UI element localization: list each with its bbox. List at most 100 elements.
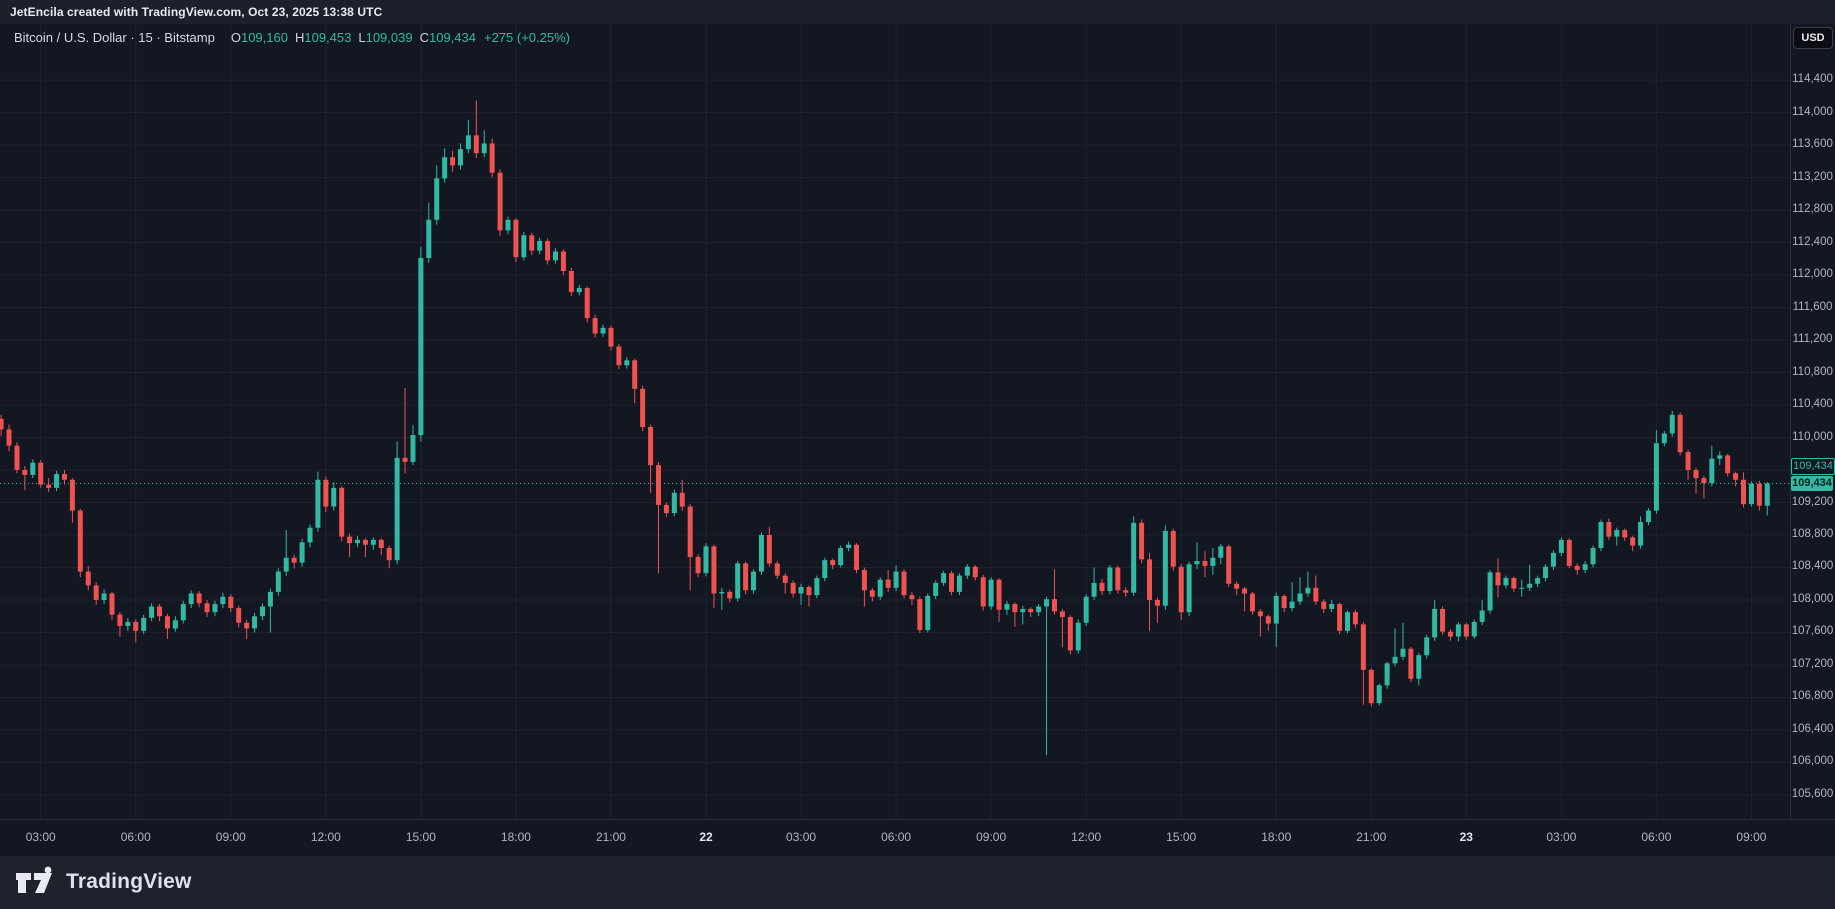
candle-body [655,465,661,505]
candle-body [687,506,693,557]
candle-body [1289,601,1295,609]
candle-body [402,457,408,462]
candle-body [616,346,622,366]
candle-body [814,578,820,596]
time-tick-label: 03:00 [786,830,817,844]
candle-body [1368,669,1374,704]
candle-body [1447,631,1453,637]
time-tick-label: 06:00 [120,830,151,844]
candle-body [988,579,994,607]
candle-body [1440,608,1446,632]
candle-body [1004,604,1010,610]
candle-body [1249,593,1255,612]
candle-body [1479,610,1485,622]
price-tick-label: 108,000 [1791,592,1834,605]
candle-body [1400,648,1406,657]
time-axis[interactable]: 03:00 06:00 09:00 12:00 15:00 18:00 21:00 22 03:… [0,819,1835,856]
candle-body [1012,604,1018,613]
ohlc-value: 109,434 [428,29,476,45]
symbol-title[interactable]: Bitcoin / U.S. Dollar · 15 · Bitstamp [14,29,215,45]
candle-body [339,487,345,537]
candle-body [473,135,479,154]
time-tick-label: 09:00 [1736,830,1767,844]
candle-body [1653,443,1659,511]
price-tick-label: 108,800 [1791,528,1834,540]
candlestick-plot[interactable] [0,24,1790,819]
price-tick-label: 112,800 [1792,203,1833,216]
candle-body [1408,648,1414,679]
candle-body [1091,582,1097,597]
candle-body [497,172,503,231]
candle-body [743,563,749,591]
candle-body [1123,590,1129,593]
candle-body [1614,530,1620,537]
candle-body [291,557,297,563]
candle-body [1582,564,1588,570]
price-tick-label: 112,400 [1792,235,1833,248]
candle-body [1044,599,1050,607]
candle-body [1756,483,1762,506]
candle-body [465,135,471,150]
candle-body [101,593,107,600]
candle-body [505,219,511,231]
candle-body [1693,470,1699,479]
time-tick-label: 09:00 [215,830,246,844]
candle-body [1020,608,1026,613]
candle-body [1566,539,1572,566]
candle-body [283,557,289,572]
candle-body [608,327,614,347]
ohlc-key: L [358,29,366,45]
candle-body [1638,522,1644,546]
candle-body [537,240,543,251]
candle-body [1535,578,1541,584]
candle-body [410,435,416,462]
price-tick-label: 113,200 [1792,170,1833,183]
candle-body [1709,458,1715,484]
candle-body [307,527,313,543]
candle-body [1463,624,1469,637]
candle-body [830,560,836,566]
candle-body [1511,578,1517,589]
candle-body [735,563,741,599]
candle-body [774,563,780,576]
candle-body [1107,567,1113,592]
price-axis[interactable]: 114,400 114,000 113,600 113,200 112,800 112,4… [1790,24,1835,819]
candle-body [1170,530,1176,567]
candle-body [362,539,368,545]
candle-body [846,544,852,549]
candle-body [663,504,669,514]
candle-body [69,479,75,511]
candle-body [1717,455,1723,459]
candle-body [1242,588,1248,594]
candle-body [93,585,99,600]
candle-body [513,219,519,258]
candle-body [719,591,725,594]
candle-body [1471,621,1477,637]
candle-body [600,327,606,334]
price-tick-label: 110,000 [1792,430,1833,443]
candle-body [751,571,757,591]
price-tick-label: 109,200 [1791,495,1834,508]
candle-body [1622,530,1628,538]
candle-body [624,360,630,366]
candle-body [545,240,551,261]
candle-body [1661,433,1667,444]
price-tick-label: 107,600 [1791,625,1834,638]
candle-body [1392,656,1398,664]
candle-body [244,622,250,629]
tradingview-logo-link[interactable]: TradingView [14,864,192,900]
currency-button[interactable]: USD [1793,27,1833,49]
candle-body [529,235,535,251]
tradingview-logo-icon [16,866,52,893]
candle-body [1036,606,1042,613]
candle-body [434,178,440,220]
candle-body [941,573,947,583]
time-tick-label: 15:00 [1166,830,1197,844]
candle-body [157,606,163,617]
candle-body [1337,604,1343,631]
candle-body [1178,566,1184,613]
candle-body [956,575,962,592]
tradingview-brand-text: TradingView [66,870,192,893]
candle-body [1550,552,1556,567]
